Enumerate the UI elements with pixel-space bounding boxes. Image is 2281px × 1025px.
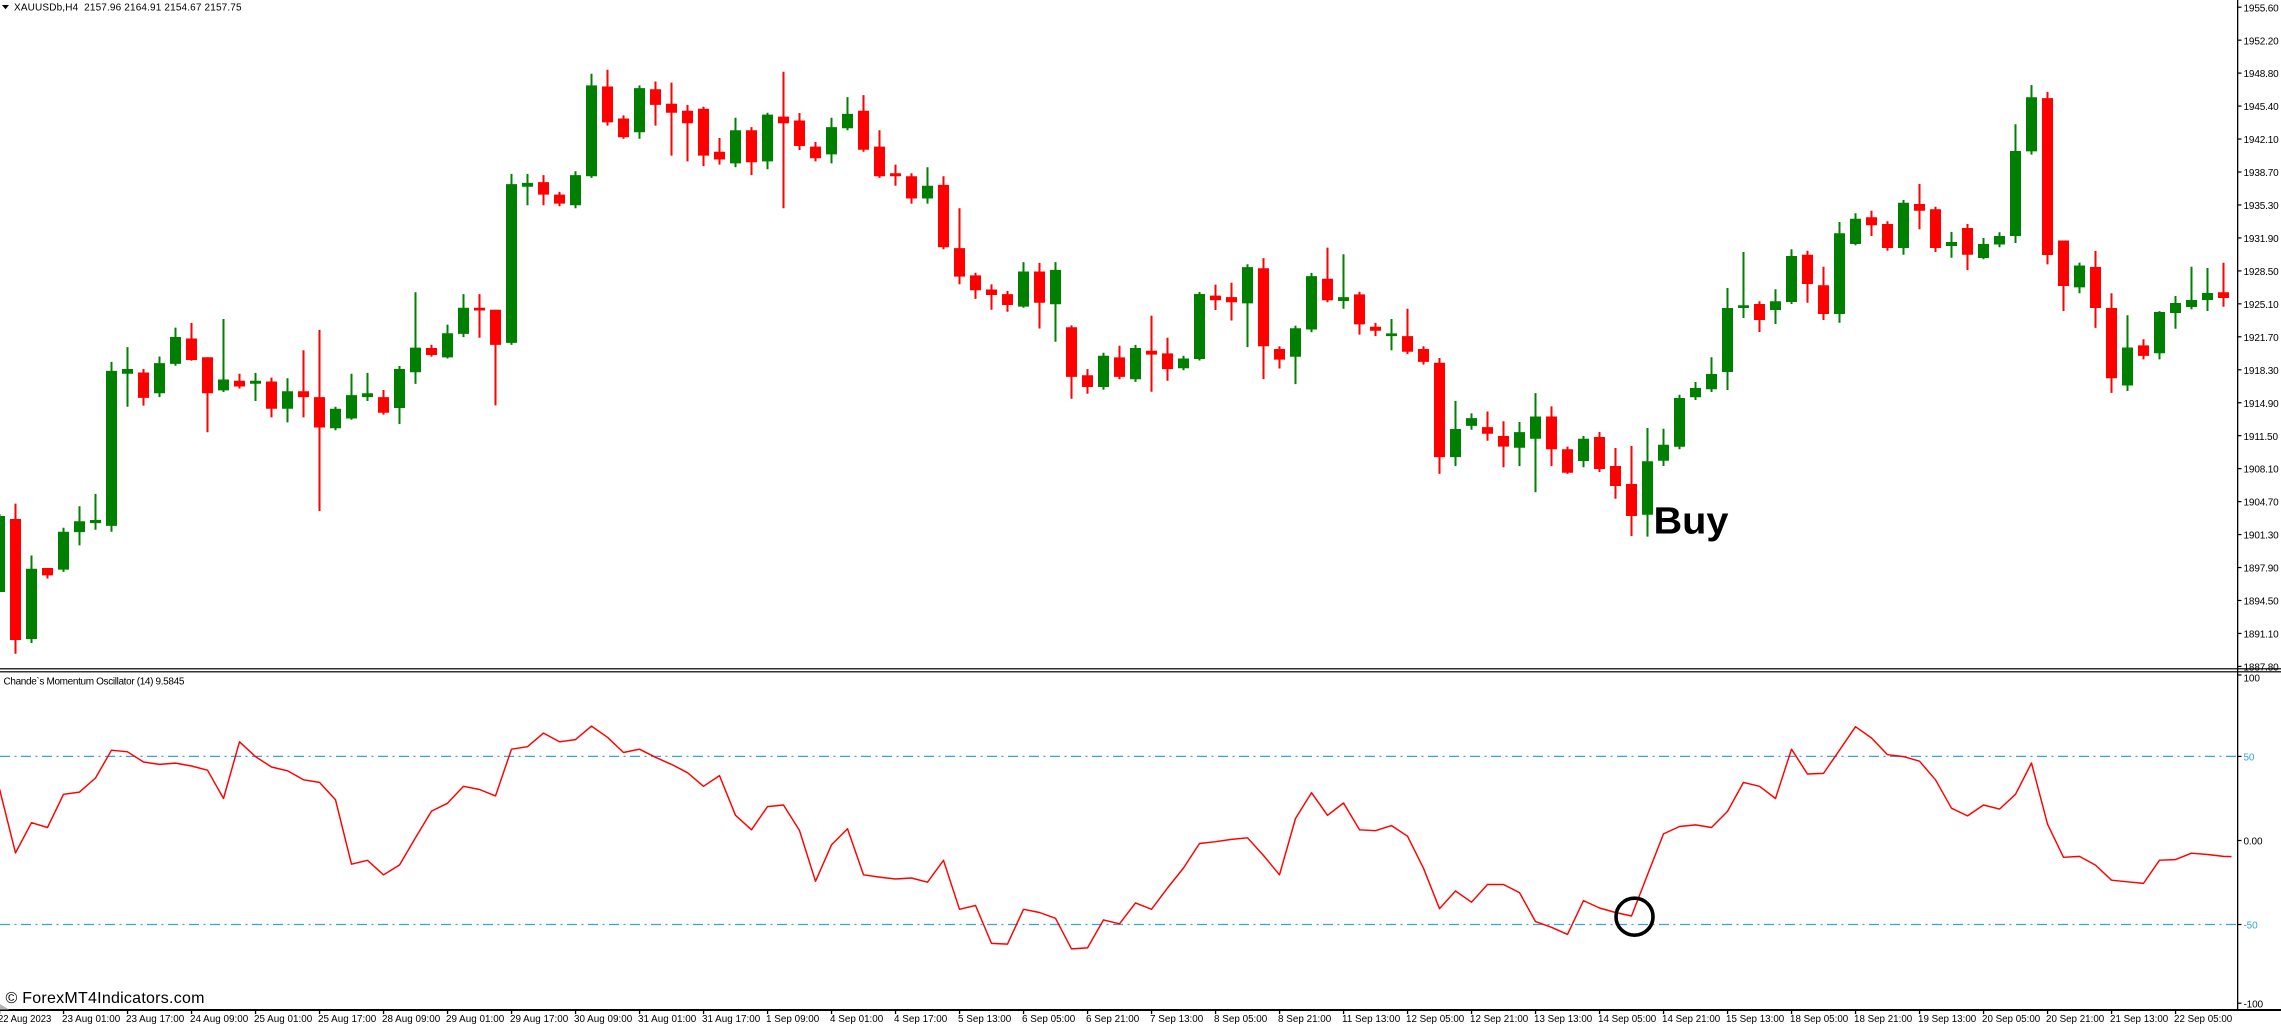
svg-text:1911.50: 1911.50 (2244, 432, 2279, 443)
svg-text:1931.90: 1931.90 (2244, 234, 2280, 245)
svg-text:1897.90: 1897.90 (2244, 564, 2280, 575)
svg-text:7 Sep 13:00: 7 Sep 13:00 (1150, 1014, 1204, 1025)
svg-text:1925.10: 1925.10 (2244, 300, 2280, 311)
svg-text:100: 100 (2244, 673, 2261, 684)
svg-text:14 Sep 05:00: 14 Sep 05:00 (1598, 1014, 1657, 1025)
svg-text:29 Aug 01:00: 29 Aug 01:00 (446, 1014, 505, 1025)
svg-text:30 Aug 09:00: 30 Aug 09:00 (574, 1014, 633, 1025)
svg-text:12 Sep 21:00: 12 Sep 21:00 (1470, 1014, 1529, 1025)
svg-text:1952.20: 1952.20 (2244, 36, 2280, 47)
svg-text:© ForexMT4Indicators.com: © ForexMT4Indicators.com (6, 990, 205, 1007)
svg-text:19 Sep 13:00: 19 Sep 13:00 (1918, 1014, 1977, 1025)
svg-text:1935.30: 1935.30 (2244, 201, 2280, 212)
svg-text:29 Aug 17:00: 29 Aug 17:00 (510, 1014, 569, 1025)
svg-text:4 Sep 01:00: 4 Sep 01:00 (830, 1014, 884, 1025)
svg-text:6 Sep 05:00: 6 Sep 05:00 (1022, 1014, 1076, 1025)
svg-text:1948.80: 1948.80 (2244, 69, 2280, 80)
svg-text:18 Sep 05:00: 18 Sep 05:00 (1790, 1014, 1849, 1025)
svg-text:Buy: Buy (1654, 501, 1729, 543)
svg-text:14 Sep 21:00: 14 Sep 21:00 (1662, 1014, 1721, 1025)
svg-text:5 Sep 13:00: 5 Sep 13:00 (958, 1014, 1012, 1025)
svg-text:1942.10: 1942.10 (2244, 135, 2280, 146)
svg-text:1938.70: 1938.70 (2244, 168, 2280, 179)
svg-text:1901.30: 1901.30 (2244, 531, 2280, 542)
svg-text:1894.50: 1894.50 (2244, 597, 2280, 608)
svg-text:6 Sep 21:00: 6 Sep 21:00 (1086, 1014, 1140, 1025)
svg-text:1914.90: 1914.90 (2244, 399, 2280, 410)
svg-text:1887.80: 1887.80 (2244, 663, 2280, 674)
svg-text:22 Sep 05:00: 22 Sep 05:00 (2174, 1014, 2233, 1025)
svg-text:23 Aug 17:00: 23 Aug 17:00 (126, 1014, 185, 1025)
svg-text:25 Aug 01:00: 25 Aug 01:00 (254, 1014, 313, 1025)
svg-text:0.00: 0.00 (2244, 837, 2263, 848)
svg-text:1921.70: 1921.70 (2244, 333, 2280, 344)
svg-text:XAUUSDb,H4 2157.96 2164.91 21: XAUUSDb,H4 2157.96 2164.91 2154.67 2157.… (14, 2, 242, 13)
svg-text:Chande`s Momentum Oscillator (: Chande`s Momentum Oscillator (14) 9.5845 (4, 675, 185, 687)
svg-text:24 Aug 09:00: 24 Aug 09:00 (190, 1014, 249, 1025)
svg-text:1928.50: 1928.50 (2244, 267, 2280, 278)
svg-text:23 Aug 01:00: 23 Aug 01:00 (62, 1014, 121, 1025)
svg-text:31 Aug 17:00: 31 Aug 17:00 (702, 1014, 761, 1025)
svg-text:1918.30: 1918.30 (2244, 366, 2280, 377)
svg-text:25 Aug 17:00: 25 Aug 17:00 (318, 1014, 377, 1025)
svg-text:22 Aug 2023: 22 Aug 2023 (0, 1014, 52, 1025)
svg-text:15 Sep 13:00: 15 Sep 13:00 (1726, 1014, 1785, 1025)
svg-text:-100: -100 (2244, 999, 2264, 1010)
svg-text:50: 50 (2244, 753, 2255, 764)
svg-text:4 Sep 17:00: 4 Sep 17:00 (894, 1014, 948, 1025)
svg-text:1955.60: 1955.60 (2244, 3, 2280, 14)
svg-text:31 Aug 01:00: 31 Aug 01:00 (638, 1014, 697, 1025)
svg-text:18 Sep 21:00: 18 Sep 21:00 (1854, 1014, 1913, 1025)
svg-text:1945.40: 1945.40 (2244, 102, 2280, 113)
svg-text:11 Sep 13:00: 11 Sep 13:00 (1342, 1014, 1401, 1025)
svg-text:8 Sep 05:00: 8 Sep 05:00 (1214, 1014, 1268, 1025)
svg-text:12 Sep 05:00: 12 Sep 05:00 (1406, 1014, 1465, 1025)
svg-text:13 Sep 13:00: 13 Sep 13:00 (1534, 1014, 1593, 1025)
svg-text:20 Sep 21:00: 20 Sep 21:00 (2046, 1014, 2105, 1025)
svg-text:8 Sep 21:00: 8 Sep 21:00 (1278, 1014, 1332, 1025)
svg-text:28 Aug 09:00: 28 Aug 09:00 (382, 1014, 441, 1025)
svg-text:21 Sep 13:00: 21 Sep 13:00 (2110, 1014, 2169, 1025)
svg-text:20 Sep 05:00: 20 Sep 05:00 (1982, 1014, 2041, 1025)
svg-text:1891.10: 1891.10 (2244, 630, 2280, 641)
svg-text:1 Sep 09:00: 1 Sep 09:00 (766, 1014, 820, 1025)
svg-text:1908.10: 1908.10 (2244, 465, 2280, 476)
svg-text:-50: -50 (2244, 920, 2259, 931)
svg-text:1904.70: 1904.70 (2244, 498, 2280, 509)
